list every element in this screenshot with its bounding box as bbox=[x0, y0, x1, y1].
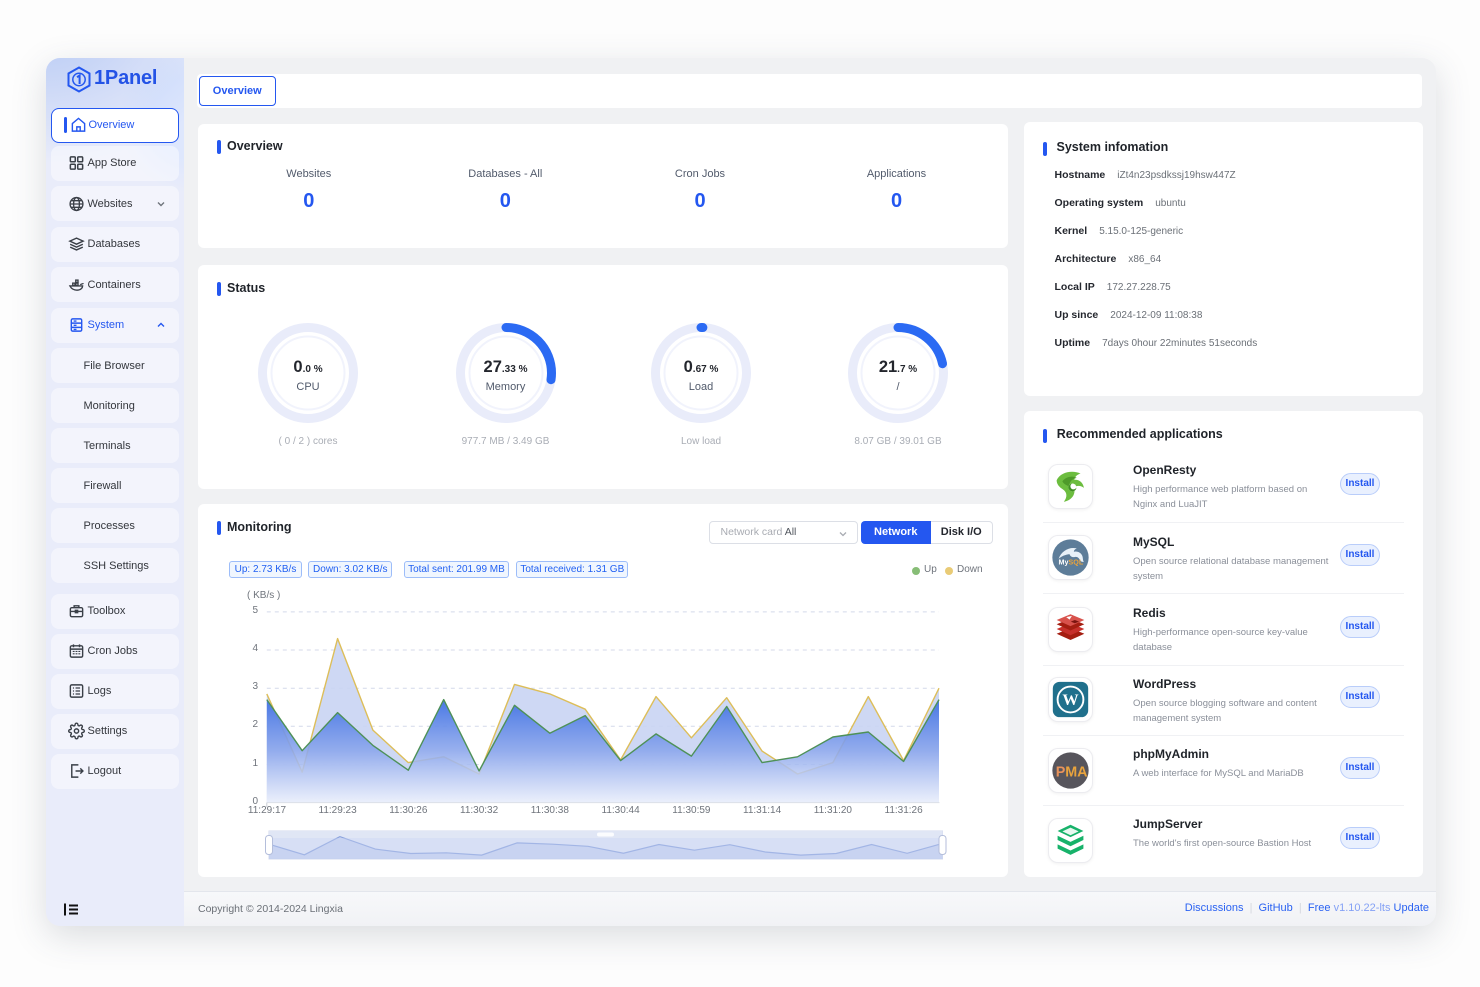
svg-text:W: W bbox=[1062, 691, 1078, 709]
svg-text:PMA: PMA bbox=[1056, 764, 1088, 780]
svg-text:MySQL: MySQL bbox=[1059, 559, 1084, 567]
